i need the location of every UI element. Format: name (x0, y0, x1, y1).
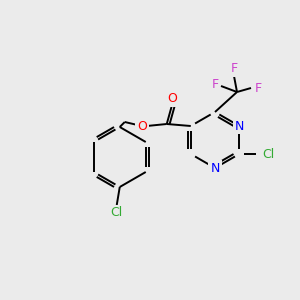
Text: N: N (235, 119, 244, 133)
Text: O: O (137, 119, 147, 133)
Text: N: N (210, 161, 220, 175)
Text: Cl: Cl (262, 148, 274, 160)
Text: F: F (254, 82, 262, 94)
Text: Cl: Cl (111, 206, 123, 220)
Text: O: O (167, 92, 177, 106)
Text: F: F (230, 62, 238, 76)
Text: F: F (212, 77, 219, 91)
